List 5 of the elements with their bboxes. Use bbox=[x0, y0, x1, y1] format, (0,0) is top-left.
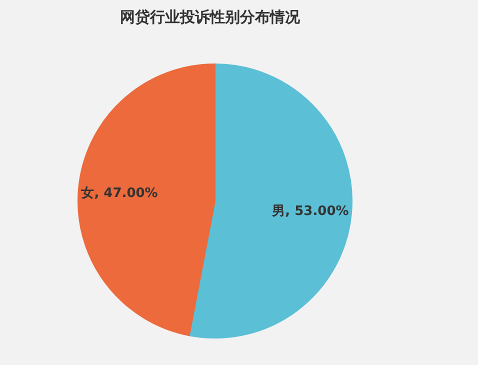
pie-slice bbox=[78, 64, 216, 336]
slice-label: 女, 47.00% bbox=[80, 186, 158, 201]
chart-title: 网贷行业投诉性别分布情况 bbox=[120, 8, 301, 26]
slice-label: 男, 53.00% bbox=[271, 204, 349, 220]
pie-slice bbox=[188, 64, 352, 338]
